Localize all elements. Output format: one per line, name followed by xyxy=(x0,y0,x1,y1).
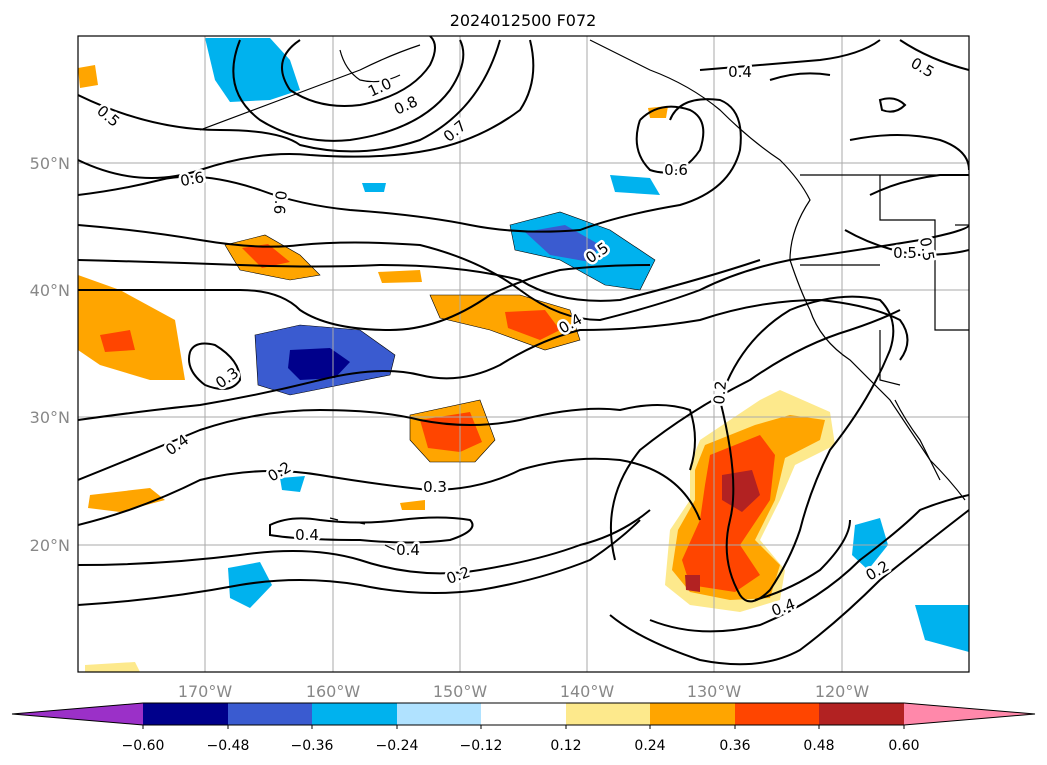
colorbar-tick-label: 0.12 xyxy=(550,738,581,754)
neg-anomaly-se xyxy=(915,605,969,652)
colorbar-swatch xyxy=(566,703,650,725)
colorbar-swatch xyxy=(819,703,904,725)
contour-label: 0.3 xyxy=(423,478,447,496)
lat-label: 40°N xyxy=(30,281,70,300)
colorbar-tick-label: 0.60 xyxy=(888,738,919,754)
neg-anomaly-central-core xyxy=(288,348,350,380)
contour-label: 0.6 xyxy=(270,190,290,215)
lon-label: 160°W xyxy=(306,682,361,701)
pos-anomaly-west-edge xyxy=(78,275,185,380)
pos-anomaly-large-east-peak xyxy=(722,470,760,512)
colorbar-swatch xyxy=(397,703,481,725)
map-plot-area: 0.5 1.0 0.8 0.7 0.4 0.5 0.6 0.6 0.6 0.5 … xyxy=(78,36,969,672)
colorbar-tick-labels: −0.60 −0.48 −0.36 −0.24 −0.12 0.12 0.24 … xyxy=(122,738,920,754)
shade-outlines xyxy=(224,211,656,463)
lon-label: 150°W xyxy=(433,682,488,701)
contour-label: 0.6 xyxy=(664,161,688,179)
neg-anomaly-small-4 xyxy=(362,183,386,192)
colorbar-swatch xyxy=(650,703,735,725)
contour-lines xyxy=(78,36,969,666)
pos-anomaly-small-b xyxy=(88,488,165,512)
colorbar-extend-high xyxy=(904,703,1035,725)
colorbar-swatch xyxy=(143,703,228,725)
colorbar-tick-label: 0.36 xyxy=(719,738,750,754)
pos-anomaly-small-d xyxy=(78,65,98,88)
colorbar-swatch xyxy=(481,703,566,725)
contour-label: 0.4 xyxy=(728,63,752,81)
pos-anomaly-mid-core xyxy=(505,310,560,340)
lon-label: 120°W xyxy=(815,682,870,701)
contour-label: 0.4 xyxy=(295,526,319,544)
map-frame xyxy=(77,35,970,673)
pos-anomaly-small-a xyxy=(378,270,422,283)
contour-label: 0.2 xyxy=(710,380,730,405)
colorbar-tick-label: −0.36 xyxy=(291,738,334,754)
neg-anomaly-small-5 xyxy=(280,476,305,492)
lat-label: 50°N xyxy=(30,154,70,173)
pos-anomaly-small-e xyxy=(648,106,668,118)
colorbar-tick-label: −0.48 xyxy=(207,738,250,754)
colorbar-swatch xyxy=(228,703,312,725)
colorbar-tick-label: −0.12 xyxy=(460,738,503,754)
pos-anomaly-large-east-peak-2 xyxy=(685,575,700,592)
map-background xyxy=(78,36,969,672)
lon-label: 170°W xyxy=(178,682,233,701)
neg-anomaly-small-2 xyxy=(228,562,272,608)
contour-label: 0.4 xyxy=(396,541,420,559)
contour-label: 0.5 xyxy=(893,244,917,262)
neg-anomaly-small-1 xyxy=(610,175,660,195)
lon-label: 140°W xyxy=(560,682,615,701)
colorbar-tick-label: −0.24 xyxy=(376,738,419,754)
pos-anomaly-bottom-left xyxy=(85,662,140,672)
colorbar-tick-label: 0.48 xyxy=(803,738,834,754)
pos-anomaly-north-1-core xyxy=(242,244,290,268)
shaded-anomalies xyxy=(78,38,969,672)
longitude-labels: 170°W 160°W 150°W 140°W 130°W 120°W xyxy=(178,682,870,701)
latitude-labels: 50°N 40°N 30°N 20°N xyxy=(30,154,70,555)
map-title: 2024012500 F072 xyxy=(450,11,597,30)
colorbar-swatch xyxy=(735,703,819,725)
lat-label: 30°N xyxy=(30,408,70,427)
colorbar xyxy=(11,702,1036,729)
neg-anomaly-small-3 xyxy=(852,518,888,570)
colorbar-tick-label: −0.60 xyxy=(122,738,165,754)
colorbar-swatch xyxy=(312,703,397,725)
pos-anomaly-small-c xyxy=(400,500,425,510)
neg-anomaly-pacific-ne-core xyxy=(525,225,600,262)
colorbar-extend-low xyxy=(12,703,143,725)
coastlines xyxy=(199,39,969,551)
lat-label: 20°N xyxy=(30,536,70,555)
lon-label: 130°W xyxy=(687,682,742,701)
neg-anomaly-aleutian xyxy=(205,38,300,102)
colorbar-tick-label: 0.24 xyxy=(634,738,665,754)
pos-anomaly-west-core xyxy=(100,330,135,352)
